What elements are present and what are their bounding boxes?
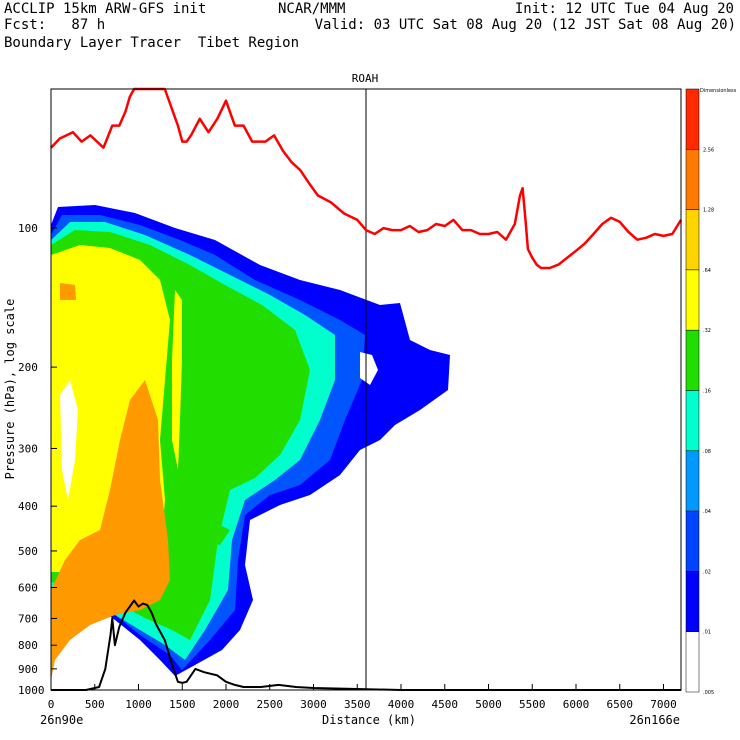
- colorbar-level-label: .16: [703, 389, 711, 395]
- header-valid: Valid: 03 UTC Sat 08 Aug 20 (12 JST Sat …: [314, 17, 736, 33]
- x-tick-label: 2000: [213, 698, 240, 711]
- colorbar-level-label: .01: [703, 630, 711, 636]
- x-axis-title: Distance (km): [322, 713, 416, 727]
- y-tick-label: 500: [18, 545, 38, 558]
- x-tick-label: 5500: [519, 698, 546, 711]
- x-tick-label: 500: [85, 698, 105, 711]
- x-right-endpoint: 26n166e: [629, 713, 680, 727]
- x-tick-label: 3500: [344, 698, 371, 711]
- y-tick-label: 700: [18, 612, 38, 625]
- y-tick-label: 100: [18, 222, 38, 235]
- tracer-field: [51, 205, 450, 680]
- y-tick-label: 200: [18, 361, 38, 374]
- header-org: NCAR/MMM: [278, 1, 346, 17]
- x-tick-label: 3000: [300, 698, 327, 711]
- colorbar-level-label: .02: [703, 569, 711, 575]
- y-tick-label: 400: [18, 500, 38, 513]
- colorbar-swatch: [685, 88, 700, 150]
- colorbar-swatch: [685, 571, 700, 632]
- y-tick-label: 600: [18, 582, 38, 595]
- colorbar-swatch: [685, 329, 700, 391]
- colorbar-swatch: [685, 390, 700, 452]
- colorbar-swatch: [685, 631, 700, 693]
- colorbar-level-label: .08: [703, 449, 711, 455]
- x-left-endpoint: 26n90e: [40, 713, 83, 727]
- y-axis-title: Pressure (hPa), log scale: [3, 299, 17, 480]
- x-tick-label: 4000: [388, 698, 415, 711]
- x-tick-label: 7000: [650, 698, 677, 711]
- x-tick-label: 6500: [607, 698, 634, 711]
- colorbar-level-label: 2.56: [703, 147, 714, 153]
- chart-title: ROAH: [352, 72, 379, 85]
- y-tick-label: 900: [18, 663, 38, 676]
- colorbar-swatch: [685, 209, 700, 271]
- x-tick-label: 0: [48, 698, 55, 711]
- y-tick-label: 800: [18, 639, 38, 652]
- black-series-line: [51, 599, 681, 691]
- x-tick-label: 1500: [169, 698, 196, 711]
- colorbar-level-label: 1.28: [703, 208, 714, 214]
- x-tick-label: 2500: [257, 698, 284, 711]
- y-tick-label: 300: [18, 442, 38, 455]
- colorbar-level-label: .32: [703, 328, 711, 334]
- colorbar-swatch: [685, 450, 700, 512]
- x-tick-label: 5000: [475, 698, 502, 711]
- header-init: Init: 12 UTC Tue 04 Aug 20: [514, 1, 734, 17]
- colorbar: Dimensionless 2.56 1.28 .64 .32 .16 .08 .04 .02.…: [685, 88, 737, 696]
- x-tick-label: 6000: [563, 698, 590, 711]
- header-product: Boundary Layer Tracer Tibet Region: [4, 35, 300, 51]
- plot-frame: [50, 88, 682, 691]
- colorbar-swatch: [685, 510, 700, 572]
- colorbar-swatch: [685, 149, 700, 210]
- x-tick-label: 1000: [125, 698, 152, 711]
- x-axis: 0 500 1000 1500 2000 2500 3000 3500 4000 4500 5000…: [48, 684, 677, 711]
- header-model: ACCLIP 15km ARW-GFS init: [4, 1, 207, 17]
- colorbar-level-label: .04: [703, 509, 711, 515]
- colorbar-level-label: .005: [703, 690, 714, 696]
- y-tick-label: 1000: [18, 684, 45, 697]
- colorbar-top-label: Dimensionless: [700, 88, 737, 94]
- colorbar-level-label: .64: [703, 268, 711, 274]
- x-tick-label: 4500: [432, 698, 459, 711]
- header-fcst: Fcst: 87 h: [4, 17, 106, 33]
- y-axis: 100 200 300 400 500 600 700 800 900 1000: [18, 222, 57, 697]
- colorbar-swatch: [685, 269, 700, 331]
